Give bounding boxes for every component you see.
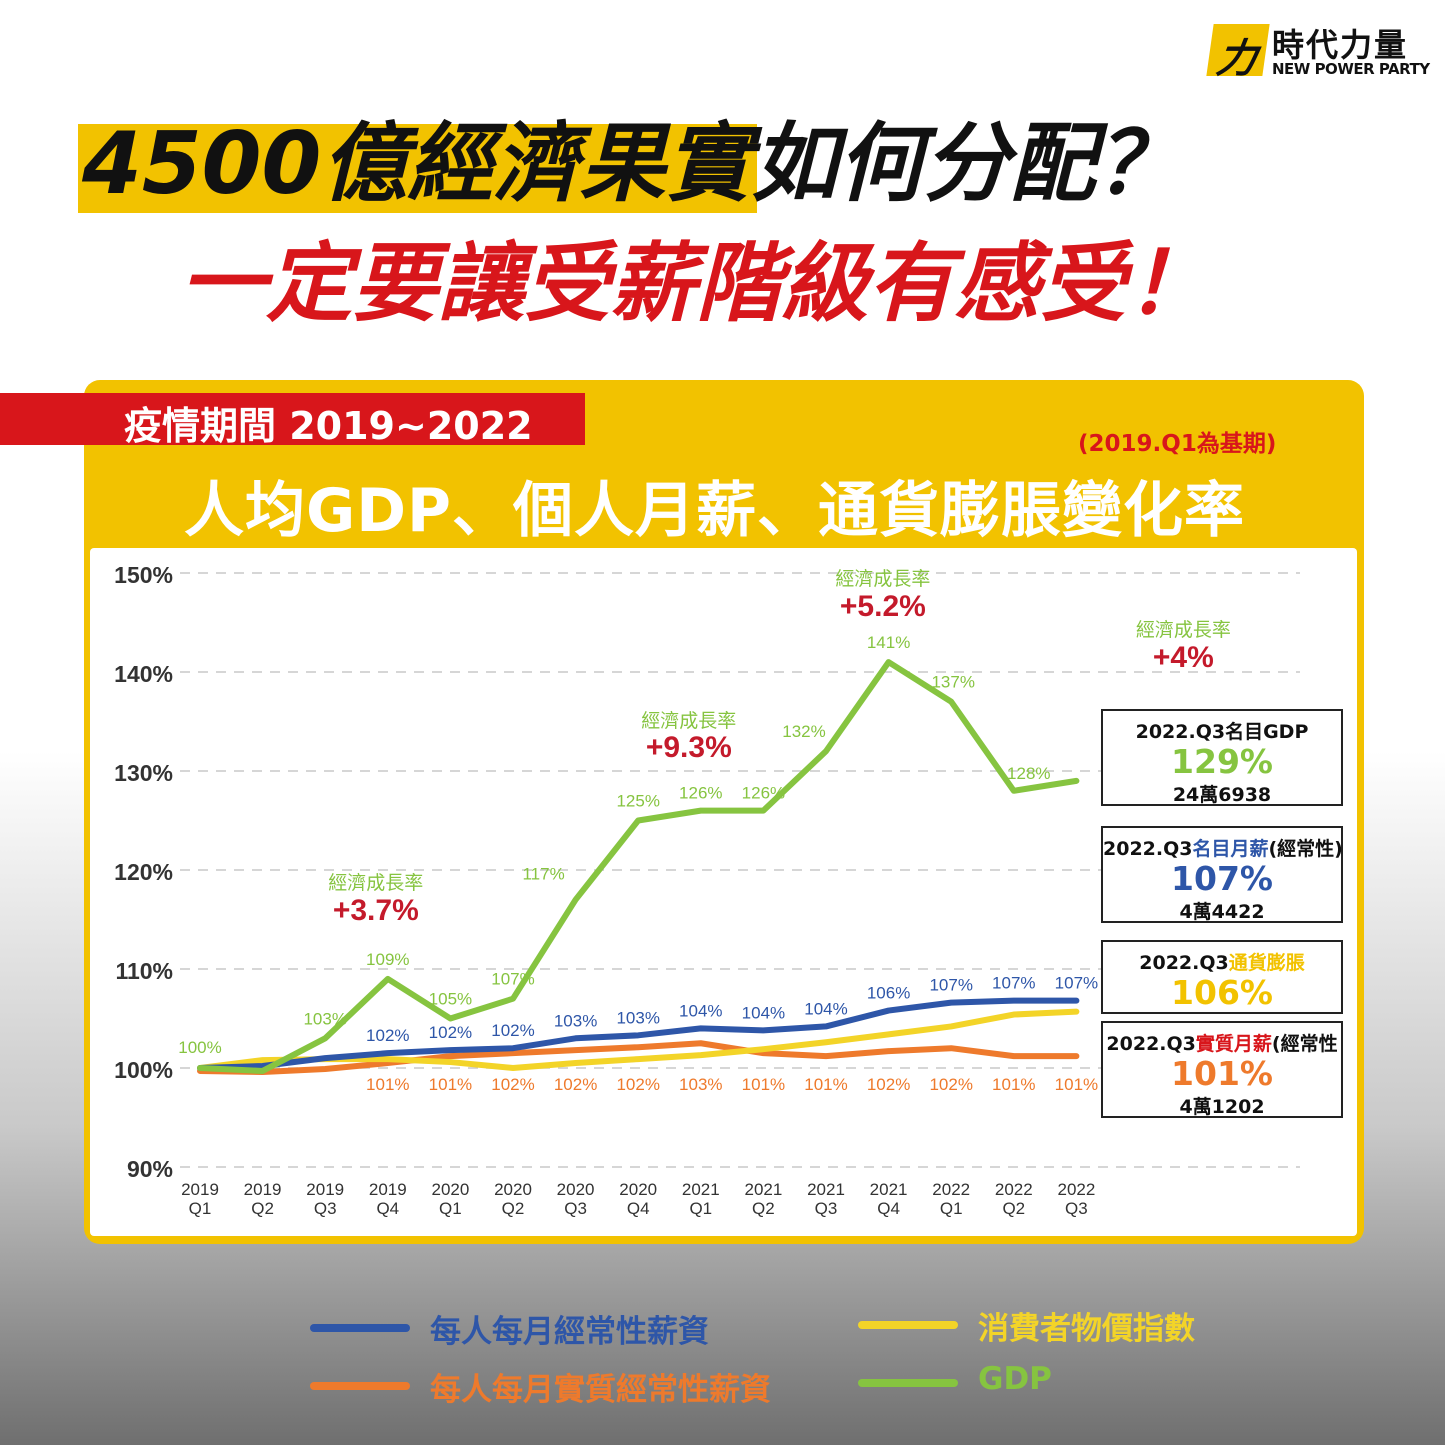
base-period-note: (2019.Q1為基期) — [1078, 431, 1277, 457]
legend-line — [858, 1321, 958, 1329]
chart-subtitle: 人均GDP、個人月薪、通貨膨脹變化率 — [184, 476, 1246, 546]
summary-title: 2022.Q3名目月薪(經常性) — [1103, 838, 1343, 860]
headline-highlight: 4500億經濟果實 — [77, 112, 758, 217]
summary-sub: 4萬1202 — [1179, 1096, 1265, 1118]
legend-label: 每人每月實質經常性薪資 — [430, 1372, 771, 1408]
legend-label: GDP — [978, 1361, 1052, 1397]
legend-line — [858, 1379, 958, 1387]
summary-value: 129% — [1171, 742, 1273, 781]
summary-value: 101% — [1171, 1054, 1273, 1093]
summary-title: 2022.Q3名目GDP — [1135, 721, 1309, 743]
headline-line2: 一定要讓受薪階級有感受！ — [180, 234, 1212, 334]
party-logo: 力 時代力量 NEW POWER PARTY — [1206, 22, 1430, 82]
legend-label: 消費者物價指數 — [978, 1311, 1195, 1347]
summary-box-gdp: 2022.Q3名目GDP 129% 24萬6938 — [1101, 709, 1343, 806]
legend-line — [310, 1382, 410, 1390]
headline-rest: 如何分配？ — [751, 114, 1182, 214]
logo-mark: 力 — [1206, 24, 1270, 82]
period-tag: 疫情期間 2019~2022 — [0, 393, 585, 448]
summary-box-real-wage: 2022.Q3實質月薪(經常性 101% 4萬1202 — [1101, 1021, 1343, 1118]
summary-value: 106% — [1171, 973, 1273, 1012]
summary-title: 2022.Q3實質月薪(經常性 — [1106, 1033, 1338, 1055]
logo-name: 時代力量 — [1272, 26, 1409, 64]
summary-box-inflation: 2022.Q3通貨膨脹 106% — [1101, 940, 1343, 1014]
summary-sub: 4萬4422 — [1179, 901, 1265, 923]
headline-line1: 4500億經濟果實如何分配？ — [77, 112, 1182, 217]
summary-box-nominal-wage: 2022.Q3名目月薪(經常性) 107% 4萬4422 — [1101, 826, 1343, 923]
logo-sub: NEW POWER PARTY — [1272, 60, 1430, 78]
summary-title: 2022.Q3通貨膨脹 — [1139, 952, 1305, 974]
legend-label: 每人每月經常性薪資 — [430, 1314, 709, 1350]
summary-sub: 24萬6938 — [1172, 784, 1272, 806]
legend-line — [310, 1324, 410, 1332]
summary-value: 107% — [1171, 859, 1273, 898]
